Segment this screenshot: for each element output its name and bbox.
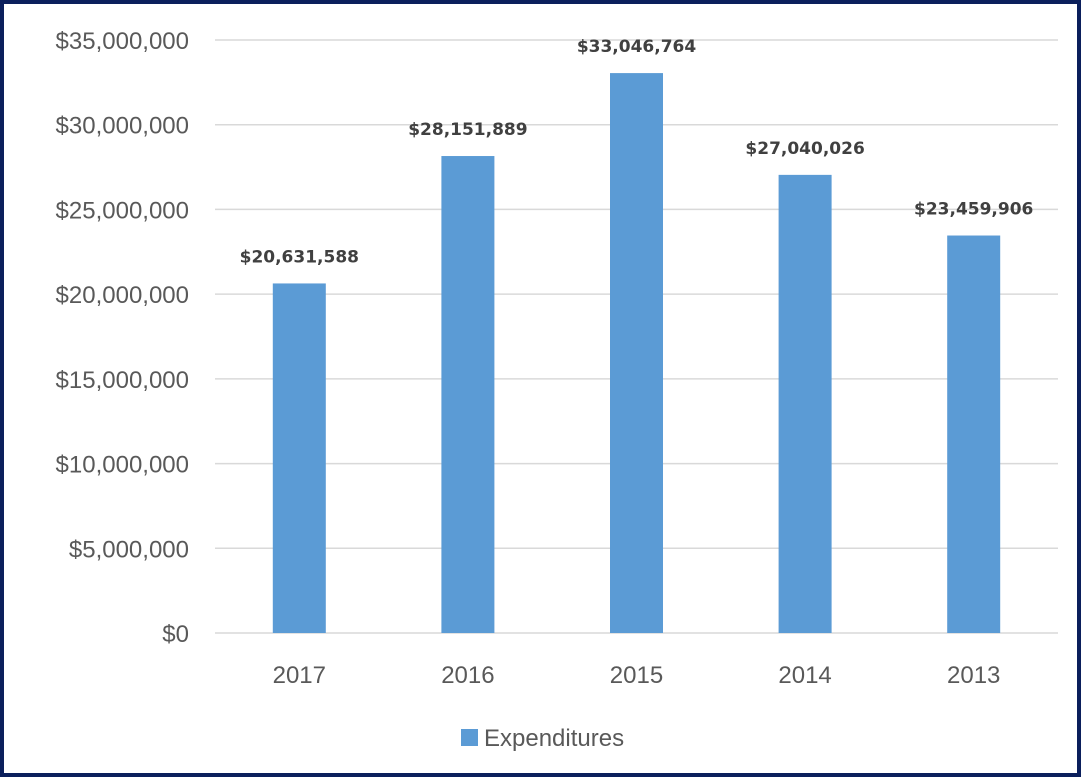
bar (272, 283, 326, 633)
x-tick-label: 2015 (610, 662, 663, 689)
y-tick-label: $35,000,000 (56, 28, 189, 55)
x-tick-label: 2014 (778, 662, 831, 689)
bar (441, 156, 495, 634)
data-label: $33,046,764 (577, 37, 697, 57)
bars (272, 73, 1001, 634)
data-label: $27,040,026 (745, 139, 864, 159)
y-tick-label: $5,000,000 (69, 536, 189, 563)
y-tick-label: $30,000,000 (56, 113, 189, 140)
x-axis-tick-labels: 2017 2016 2015 2014 2013 (273, 662, 1001, 689)
y-axis-tick-labels: $0 $5,000,000 $10,000,000 $15,000,000 $20,00… (56, 28, 189, 648)
data-labels: $20,631,588 $28,151,889 $33,046,764 $27,040… (240, 37, 1034, 267)
y-tick-label: $10,000,000 (56, 452, 189, 479)
legend: Expenditures (461, 725, 624, 752)
x-tick-label: 2017 (273, 662, 326, 689)
data-label: $20,631,588 (240, 247, 359, 267)
bar (610, 73, 663, 634)
y-tick-label: $0 (162, 621, 189, 648)
x-tick-label: 2013 (947, 662, 1000, 689)
legend-swatch (461, 729, 478, 746)
data-label: $28,151,889 (408, 120, 527, 140)
x-tick-label: 2016 (441, 662, 494, 689)
y-tick-label: $25,000,000 (56, 197, 189, 224)
y-tick-label: $20,000,000 (56, 282, 189, 309)
bar (947, 235, 1001, 634)
bar (778, 174, 832, 634)
legend-label: Expenditures (484, 725, 624, 752)
data-label: $23,459,906 (914, 200, 1033, 220)
y-tick-label: $15,000,000 (56, 367, 189, 394)
